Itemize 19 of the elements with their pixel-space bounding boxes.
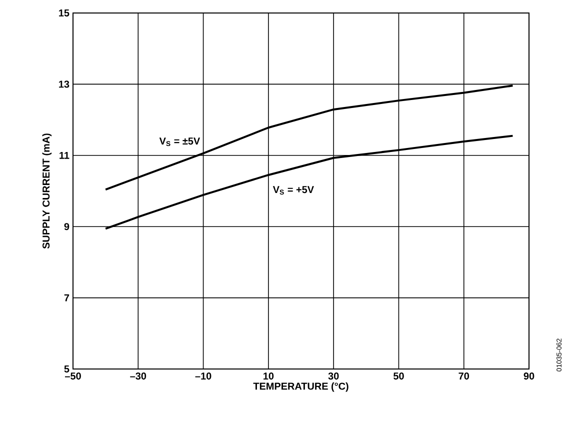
y-tick-label: 9 bbox=[64, 223, 70, 230]
y-axis-title: SUPPLY CURRENT (mA) bbox=[42, 134, 52, 249]
x-tick-label: 90 bbox=[524, 372, 534, 380]
y-tick-label: 5 bbox=[64, 366, 70, 372]
x-tick-label: –10 bbox=[195, 372, 212, 380]
x-tick-label: –50 bbox=[64, 372, 81, 380]
x-axis-title: TEMPERATURE (°C) bbox=[253, 382, 348, 392]
y-tick-label: 15 bbox=[59, 10, 70, 16]
x-tick-label: 30 bbox=[328, 372, 339, 380]
x-tick-label: –30 bbox=[130, 372, 146, 380]
y-tick-label: 7 bbox=[64, 294, 70, 302]
series-label: V$_{S}$ = +5V bbox=[272, 186, 314, 195]
x-tick-label: 50 bbox=[393, 372, 404, 380]
line-series bbox=[104, 134, 514, 230]
x-tick-label: 10 bbox=[264, 372, 274, 380]
y-tick-label: 13 bbox=[59, 80, 70, 88]
series-label: V$_{S}$ = ±5V bbox=[159, 138, 200, 146]
y-tick-label: 11 bbox=[60, 152, 70, 159]
x-tick-label: 70 bbox=[458, 372, 470, 380]
